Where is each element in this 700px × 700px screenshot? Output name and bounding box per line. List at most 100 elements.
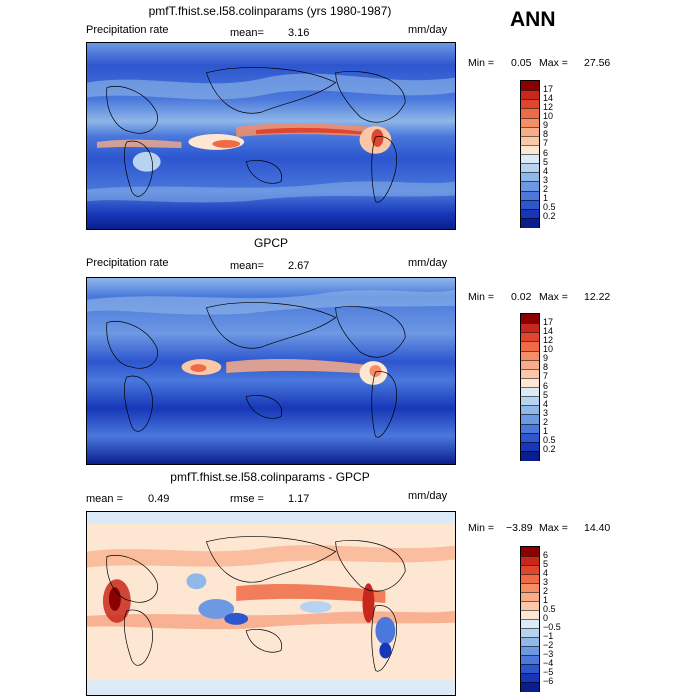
colorbar-tick-label: 10	[543, 111, 554, 121]
colorbar-tick-label: 6	[543, 380, 549, 391]
mean-value: 0.49	[148, 493, 170, 505]
colorbar-swatch	[521, 637, 539, 647]
colorbar-tick-label: 0.5	[543, 435, 556, 446]
colorbar-swatch	[521, 565, 539, 575]
colorbar-separator	[521, 664, 539, 665]
colorbar-separator	[521, 126, 539, 128]
colorbar	[520, 80, 540, 228]
rmse-label: rmse =	[230, 493, 264, 505]
difference-map-svg	[87, 512, 455, 695]
colorbar-separator	[521, 574, 539, 575]
colorbar-separator	[521, 181, 539, 183]
colorbar-tick-label: 1	[543, 193, 549, 204]
colorbar-swatch	[521, 117, 539, 128]
precip-map-svg	[87, 43, 455, 229]
colorbar-separator	[521, 601, 539, 602]
colorbar-swatch	[521, 144, 539, 155]
colorbar-swatch	[521, 414, 539, 424]
colorbar-separator	[521, 646, 539, 647]
colorbar-tick-label: 7	[543, 371, 549, 382]
colorbar-tick-label: 3	[543, 407, 549, 418]
colorbar-separator	[521, 396, 539, 398]
colorbar-tick-label: 5	[543, 558, 549, 569]
season-label: ANN	[510, 8, 556, 31]
colorbar-separator	[521, 172, 539, 174]
colorbar-swatch	[521, 190, 539, 201]
colorbar	[520, 313, 540, 461]
colorbar-separator	[521, 208, 539, 210]
colorbar-swatch	[521, 574, 539, 584]
colorbar-swatch	[521, 199, 539, 210]
colorbar-tick-label: 7	[543, 138, 549, 149]
colorbar-separator	[521, 323, 539, 325]
colorbar-tick-label: −0.5	[543, 621, 561, 632]
colorbar-separator	[521, 217, 539, 219]
colorbar-tick-label: 4	[543, 398, 549, 409]
precip-map-svg	[87, 278, 455, 464]
colorbar-separator	[521, 135, 539, 137]
colorbar-tick-label: 2	[543, 585, 549, 596]
colorbar-swatch	[521, 314, 539, 324]
colorbar-swatch	[521, 368, 539, 379]
colorbar-swatch	[521, 619, 539, 629]
colorbar-tick-label: 12	[543, 334, 554, 345]
colorbar-separator	[521, 556, 539, 557]
colorbar-tick-label: 12	[543, 101, 554, 112]
colorbar-swatch	[521, 108, 539, 118]
mean-value: 2.67	[288, 260, 310, 272]
colorbar-tick-label: −5	[543, 666, 554, 677]
min-value: −3.89	[506, 522, 533, 534]
colorbar-separator	[521, 99, 539, 101]
colorbar-tick-label: 0.5	[543, 603, 556, 614]
max-value: 12.22	[584, 291, 611, 303]
colorbar-swatch	[521, 646, 539, 656]
min-value: 0.05	[511, 57, 532, 69]
colorbar-swatch	[521, 547, 539, 557]
colorbar-separator	[521, 565, 539, 566]
colorbar-separator	[521, 432, 539, 434]
colorbar-swatch	[521, 99, 539, 109]
colorbar-swatch	[521, 323, 539, 333]
colorbar-swatch	[521, 601, 539, 611]
units-label: mm/day	[408, 257, 448, 269]
colorbar-separator	[521, 108, 539, 110]
colorbar-separator	[521, 350, 539, 352]
max-label: Max =	[539, 522, 568, 534]
colorbar-swatch	[521, 655, 539, 665]
colorbar-tick-label: 0.2	[543, 444, 556, 455]
colorbar-swatch	[521, 628, 539, 638]
colorbar-swatch	[521, 90, 539, 100]
colorbar-separator	[521, 163, 539, 165]
colorbar-separator	[521, 423, 539, 425]
max-label: Max =	[539, 291, 568, 303]
colorbar-swatch	[521, 423, 539, 434]
colorbar-tick-label: 3	[543, 174, 549, 185]
colorbar-tick-label: 5	[543, 389, 549, 400]
mean-label: mean=	[230, 260, 264, 272]
colorbar-separator	[521, 637, 539, 638]
colorbar-tick-label: 6	[543, 549, 549, 560]
colorbar-tick-label: −1	[543, 630, 554, 641]
colorbar-swatch	[521, 610, 539, 620]
colorbar-tick-label: 9	[543, 353, 549, 364]
colorbar-tick-label: 0.2	[543, 211, 556, 222]
colorbar-separator	[521, 592, 539, 593]
colorbar-tick-label: −6	[543, 675, 554, 686]
colorbar-swatch	[521, 172, 539, 182]
colorbar-separator	[521, 610, 539, 611]
difference-map	[86, 511, 456, 696]
colorbar-separator	[521, 368, 539, 370]
colorbar-swatch	[521, 405, 539, 415]
variable-label: Precipitation rate	[86, 24, 169, 36]
variable-label: Precipitation rate	[86, 257, 169, 269]
colorbar-separator	[521, 673, 539, 674]
colorbar-swatch	[521, 163, 539, 173]
colorbar-tick-label: 2	[543, 417, 549, 427]
min-value: 0.02	[511, 291, 532, 303]
colorbar-separator	[521, 332, 539, 334]
colorbar-separator	[521, 199, 539, 201]
colorbar-tick-label: −4	[543, 657, 554, 668]
colorbar-separator	[521, 583, 539, 584]
colorbar-swatch	[521, 583, 539, 593]
colorbar-tick-label: 1	[543, 594, 549, 605]
